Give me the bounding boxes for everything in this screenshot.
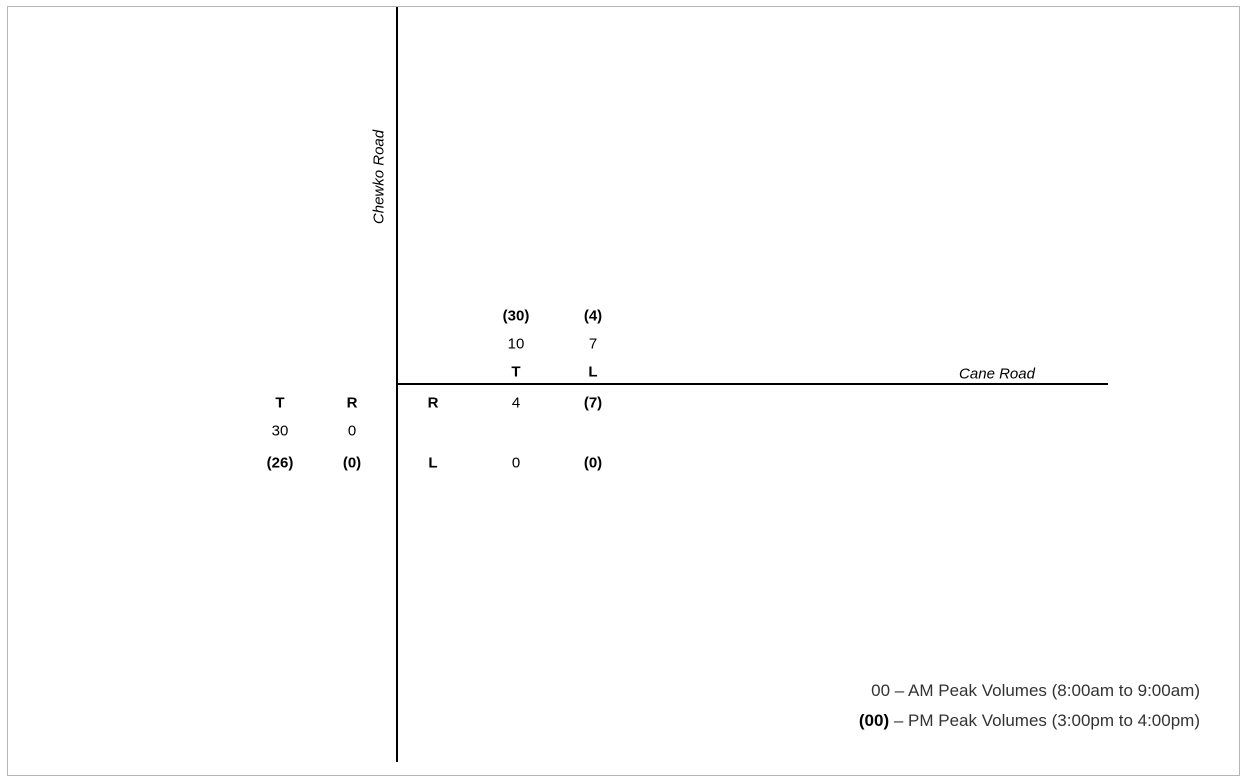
north-left-movement: L bbox=[588, 363, 598, 381]
north-through-movement: T bbox=[511, 363, 521, 381]
west-right-movement: R bbox=[346, 394, 358, 412]
north-through-am: 10 bbox=[507, 335, 525, 353]
chewko-road-label: Chewko Road bbox=[370, 129, 388, 225]
west-right-am: 0 bbox=[347, 422, 357, 440]
west-right-pm: (0) bbox=[342, 454, 362, 472]
cane-road-label: Cane Road bbox=[959, 365, 1035, 383]
diagram-frame bbox=[7, 6, 1240, 776]
west-through-am: 30 bbox=[271, 422, 289, 440]
legend-am-text: – AM Peak Volumes (8:00am to 9:00am) bbox=[890, 681, 1200, 700]
legend-pm-text: – PM Peak Volumes (3:00pm to 4:00pm) bbox=[889, 711, 1200, 730]
west-through-movement: T bbox=[275, 394, 285, 412]
legend-am-key: 00 bbox=[871, 681, 891, 700]
north-through-pm: (30) bbox=[502, 307, 530, 325]
legend-am: 00 – AM Peak Volumes (8:00am to 9:00am) bbox=[871, 681, 1200, 701]
north-left-am: 7 bbox=[588, 335, 598, 353]
cane-road-line bbox=[396, 383, 1108, 385]
east-right-am: 4 bbox=[511, 394, 521, 412]
legend-pm: (00) – PM Peak Volumes (3:00pm to 4:00pm… bbox=[859, 711, 1200, 731]
north-left-pm: (4) bbox=[583, 307, 603, 325]
east-right-pm: (7) bbox=[583, 394, 603, 412]
east-right-movement: R bbox=[427, 394, 439, 412]
east-left-pm: (0) bbox=[583, 454, 603, 472]
legend-pm-key: (00) bbox=[858, 711, 890, 730]
east-left-am: 0 bbox=[511, 454, 521, 472]
west-through-pm: (26) bbox=[266, 454, 294, 472]
east-left-movement: L bbox=[428, 454, 438, 472]
